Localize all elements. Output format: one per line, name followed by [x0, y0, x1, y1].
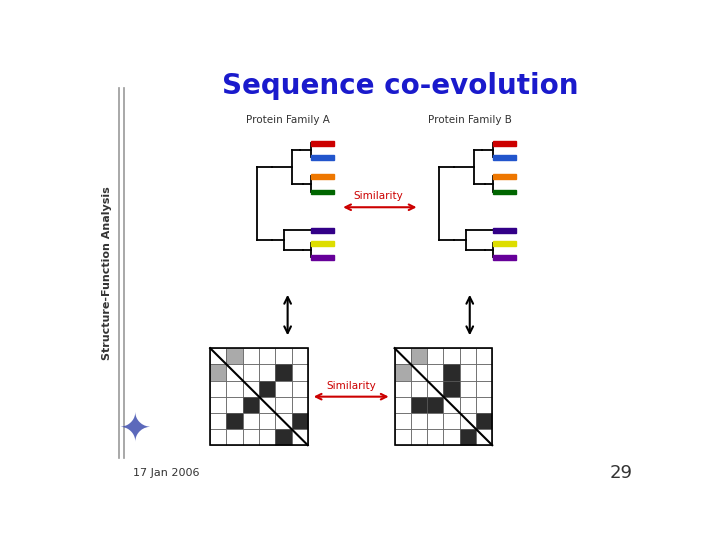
- Text: Similarity: Similarity: [326, 381, 376, 391]
- Text: Sequence co-evolution: Sequence co-evolution: [222, 72, 578, 100]
- Bar: [243, 364, 259, 381]
- Bar: [395, 397, 411, 413]
- Bar: [311, 174, 334, 179]
- Bar: [444, 348, 459, 364]
- Bar: [444, 413, 459, 429]
- Bar: [243, 397, 259, 413]
- Bar: [259, 397, 275, 413]
- Bar: [427, 397, 444, 413]
- Bar: [493, 141, 516, 146]
- Bar: [292, 413, 307, 429]
- Bar: [459, 413, 476, 429]
- Bar: [210, 413, 226, 429]
- Bar: [444, 397, 459, 413]
- Bar: [275, 413, 292, 429]
- Bar: [493, 241, 516, 246]
- Text: Protein Family A: Protein Family A: [246, 115, 330, 125]
- Bar: [493, 228, 516, 233]
- Bar: [427, 413, 444, 429]
- Bar: [493, 155, 516, 159]
- Bar: [210, 348, 226, 364]
- Bar: [210, 348, 307, 445]
- Text: Similarity: Similarity: [354, 191, 404, 201]
- Bar: [411, 413, 427, 429]
- Bar: [259, 429, 275, 445]
- Bar: [259, 413, 275, 429]
- Bar: [292, 381, 307, 397]
- Bar: [411, 381, 427, 397]
- Bar: [476, 348, 492, 364]
- Bar: [493, 174, 516, 179]
- Bar: [395, 364, 411, 381]
- Bar: [427, 381, 444, 397]
- Bar: [275, 397, 292, 413]
- Bar: [459, 429, 476, 445]
- Bar: [311, 255, 334, 260]
- Bar: [292, 364, 307, 381]
- Bar: [292, 348, 307, 364]
- Bar: [243, 413, 259, 429]
- Bar: [243, 429, 259, 445]
- Text: 17 Jan 2006: 17 Jan 2006: [132, 468, 199, 478]
- Bar: [210, 429, 226, 445]
- Bar: [459, 364, 476, 381]
- Bar: [493, 255, 516, 260]
- Bar: [395, 348, 492, 445]
- Bar: [226, 364, 243, 381]
- Bar: [395, 429, 411, 445]
- Text: 29: 29: [610, 464, 632, 482]
- Bar: [243, 348, 259, 364]
- Bar: [476, 429, 492, 445]
- Bar: [476, 364, 492, 381]
- Bar: [292, 429, 307, 445]
- Bar: [259, 381, 275, 397]
- Bar: [210, 397, 226, 413]
- Bar: [275, 381, 292, 397]
- Bar: [459, 397, 476, 413]
- Bar: [395, 348, 411, 364]
- Bar: [444, 364, 459, 381]
- Bar: [427, 429, 444, 445]
- Bar: [459, 381, 476, 397]
- Bar: [427, 348, 444, 364]
- Bar: [226, 348, 243, 364]
- Bar: [311, 228, 334, 233]
- Bar: [226, 381, 243, 397]
- Bar: [444, 381, 459, 397]
- Bar: [275, 364, 292, 381]
- Bar: [292, 397, 307, 413]
- Bar: [226, 397, 243, 413]
- Bar: [476, 397, 492, 413]
- Bar: [311, 141, 334, 146]
- Bar: [275, 348, 292, 364]
- Bar: [311, 241, 334, 246]
- Bar: [444, 429, 459, 445]
- Bar: [259, 364, 275, 381]
- Bar: [411, 364, 427, 381]
- Bar: [411, 429, 427, 445]
- Bar: [427, 364, 444, 381]
- Bar: [210, 381, 226, 397]
- Bar: [311, 190, 334, 194]
- Bar: [259, 348, 275, 364]
- Bar: [311, 155, 334, 159]
- Bar: [411, 348, 427, 364]
- Bar: [476, 381, 492, 397]
- Bar: [395, 381, 411, 397]
- Text: ✦: ✦: [119, 411, 151, 449]
- Bar: [411, 397, 427, 413]
- Bar: [243, 381, 259, 397]
- Bar: [459, 348, 476, 364]
- Text: Protein Family B: Protein Family B: [428, 115, 512, 125]
- Bar: [476, 413, 492, 429]
- Bar: [210, 364, 226, 381]
- Bar: [226, 413, 243, 429]
- Bar: [226, 429, 243, 445]
- Text: Structure-Function Analysis: Structure-Function Analysis: [102, 186, 112, 360]
- Bar: [493, 190, 516, 194]
- Bar: [275, 429, 292, 445]
- Bar: [395, 413, 411, 429]
